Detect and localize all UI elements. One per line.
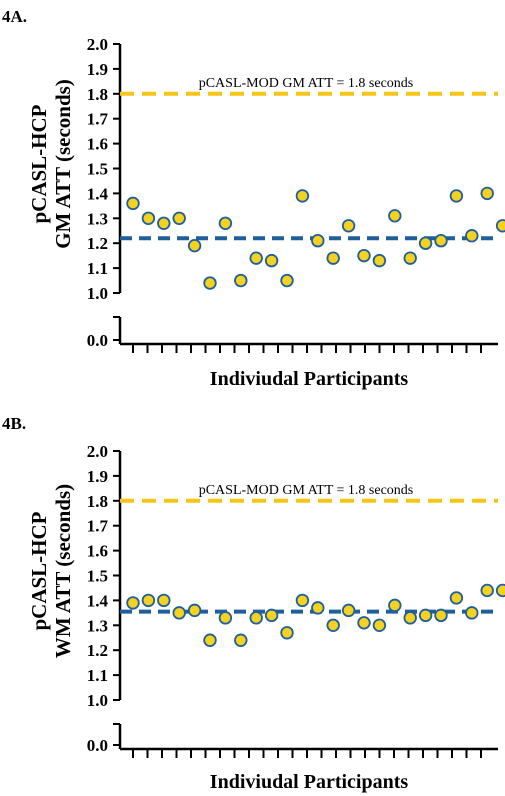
- data-point: [157, 593, 171, 608]
- y-tick-label: 1.6: [87, 542, 108, 561]
- data-point: [403, 611, 417, 625]
- data-point: [203, 633, 217, 647]
- data-point: [141, 211, 156, 226]
- y-tick-label: 1.8: [87, 492, 108, 511]
- data-point: [449, 189, 464, 203]
- data-point: [418, 608, 433, 623]
- y-axis-label-line1: pCASL-HCP: [27, 104, 51, 223]
- reference-line-label: pCASL-MOD GM ATT = 1.8 seconds: [199, 76, 414, 91]
- y-tick-label: 1.7: [87, 517, 109, 536]
- data-point: [249, 611, 263, 625]
- data-point: [295, 593, 310, 608]
- y-tick-label: 1.1: [87, 259, 108, 278]
- y-tick-label: 1.3: [87, 616, 108, 635]
- data-point: [495, 583, 505, 598]
- y-tick-label: 2.0: [87, 442, 108, 461]
- y-axis-label-line1: pCASL-HCP: [27, 511, 51, 630]
- data-point: [388, 598, 402, 613]
- y-break-tick-label: 0.0: [87, 736, 108, 755]
- data-point: [326, 251, 340, 265]
- data-point: [172, 606, 186, 620]
- data-point: [372, 253, 387, 268]
- data-point: [234, 633, 248, 647]
- data-point: [264, 253, 279, 268]
- data-point: [434, 608, 448, 623]
- panel-label: 4A.: [2, 7, 27, 26]
- plot-marks: [113, 43, 505, 353]
- y-tick-label: 1.4: [87, 184, 109, 203]
- y-tick-label: 2.0: [87, 35, 108, 54]
- data-point: [403, 251, 417, 265]
- plot-marks: [113, 450, 505, 758]
- y-tick-label: 1.6: [87, 135, 108, 154]
- y-tick-label: 1.8: [87, 85, 108, 104]
- data-point: [372, 618, 387, 633]
- data-point: [280, 626, 294, 640]
- y-tick-label: 1.2: [87, 234, 108, 253]
- panel-label: 4B.: [2, 414, 26, 433]
- data-point: [295, 189, 310, 203]
- y-break-tick-label: 0.0: [87, 331, 108, 350]
- y-tick-label: 1.0: [87, 691, 108, 710]
- y-tick-label: 1.3: [87, 209, 108, 228]
- data-point: [388, 209, 402, 223]
- panel-4b: 4B. pCASL-HCP WM ATT (seconds) Indiviuda…: [2, 414, 505, 793]
- y-tick-label: 1.4: [87, 591, 109, 610]
- data-point: [357, 248, 371, 263]
- data-point: [311, 601, 325, 615]
- data-point: [234, 273, 248, 288]
- data-point: [218, 611, 233, 625]
- data-point: [357, 616, 371, 630]
- data-point: [157, 216, 171, 230]
- y-tick-labels: 2.0 1.9 1.8 1.7 1.6 1.5 1.4 1.3 1.2 1.1 1.0: [87, 442, 109, 710]
- data-point: [465, 229, 479, 243]
- data-point: [203, 276, 217, 290]
- data-point: [434, 234, 448, 248]
- y-tick-label: 1.7: [87, 110, 109, 129]
- data-point: [465, 606, 479, 620]
- data-point: [172, 211, 186, 226]
- x-axis-label: Indiviudal Participants: [210, 771, 409, 793]
- y-tick-labels: 2.0 1.9 1.8 1.7 1.6 1.5 1.4 1.3 1.2 1.1 1.0: [87, 35, 109, 303]
- y-tick-label: 1.2: [87, 641, 108, 660]
- data-point: [311, 234, 325, 248]
- data-point: [326, 618, 340, 633]
- data-point: [126, 596, 140, 610]
- y-tick-label: 1.0: [87, 284, 108, 303]
- y-tick-label: 1.9: [87, 467, 108, 486]
- data-point: [341, 219, 356, 233]
- y-tick-label: 1.9: [87, 60, 108, 79]
- data-point: [449, 591, 464, 605]
- y-tick-label: 1.5: [87, 567, 108, 586]
- data-point: [187, 238, 202, 253]
- data-point: [480, 583, 494, 598]
- y-tick-label: 1.5: [87, 160, 108, 179]
- panel-4a: 4A. pCASL-HCP GM ATT (seconds) Indiviuda…: [2, 7, 505, 390]
- data-point: [480, 186, 494, 201]
- x-axis-label: Indiviudal Participants: [210, 368, 409, 390]
- y-axis-label-line2: WM ATT (seconds): [51, 484, 75, 658]
- data-point: [280, 273, 294, 288]
- data-point: [418, 236, 433, 250]
- data-point: [264, 608, 279, 623]
- data-point: [341, 603, 356, 618]
- data-point: [141, 593, 156, 608]
- data-point: [495, 219, 505, 233]
- y-tick-label: 1.1: [87, 666, 108, 685]
- data-point: [249, 251, 263, 265]
- data-point: [126, 196, 140, 211]
- data-point: [218, 216, 233, 230]
- y-axis-label-line2: GM ATT (seconds): [51, 79, 75, 249]
- data-point: [187, 603, 202, 618]
- reference-line-label: pCASL-MOD GM ATT = 1.8 seconds: [199, 483, 414, 498]
